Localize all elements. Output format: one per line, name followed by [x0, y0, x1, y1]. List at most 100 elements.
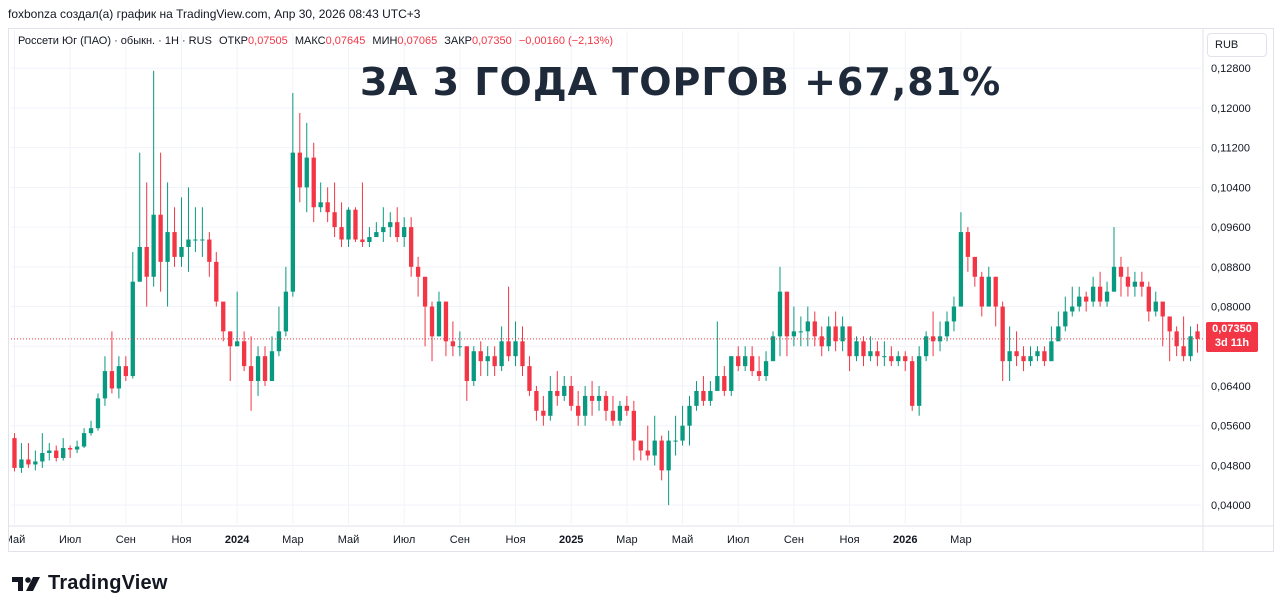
candle-body[interactable]	[673, 440, 678, 442]
candle-body[interactable]	[388, 222, 393, 228]
candle-body[interactable]	[172, 232, 177, 257]
candle-body[interactable]	[576, 405, 581, 416]
candle-body[interactable]	[1146, 286, 1151, 312]
candle-body[interactable]	[88, 428, 94, 434]
candle-body[interactable]	[200, 239, 205, 241]
candle-body[interactable]	[986, 276, 991, 307]
candle-body[interactable]	[235, 341, 240, 347]
candle-body[interactable]	[123, 366, 128, 377]
candle-body[interactable]	[937, 336, 943, 342]
candle-body[interactable]	[534, 390, 539, 411]
candle-body[interactable]	[248, 366, 254, 382]
candle-body[interactable]	[1021, 356, 1026, 362]
candle-body[interactable]	[137, 246, 142, 282]
candle-body[interactable]	[1118, 266, 1124, 277]
candle-body[interactable]	[283, 291, 289, 332]
candle-body[interactable]	[944, 321, 950, 337]
candle-body[interactable]	[743, 356, 748, 367]
candle-body[interactable]	[290, 152, 295, 292]
candle-body[interactable]	[214, 261, 219, 302]
candle-body[interactable]	[631, 410, 636, 441]
candle-body[interactable]	[353, 209, 358, 240]
candle-body[interactable]	[833, 326, 838, 342]
candle-body[interactable]	[1084, 296, 1089, 302]
candle-body[interactable]	[972, 256, 977, 277]
candle-body[interactable]	[1195, 331, 1200, 339]
candle-body[interactable]	[1111, 266, 1117, 292]
candle-body[interactable]	[1181, 346, 1186, 357]
candle-body[interactable]	[1056, 326, 1061, 342]
candle-body[interactable]	[923, 336, 929, 357]
candle-body[interactable]	[708, 390, 713, 401]
candle-body[interactable]	[346, 209, 351, 240]
candle-body[interactable]	[854, 341, 859, 357]
candle-body[interactable]	[151, 214, 156, 277]
candle-body[interactable]	[875, 351, 880, 357]
candle-body[interactable]	[1077, 296, 1082, 307]
candle-body[interactable]	[40, 453, 45, 462]
candle-body[interactable]	[1139, 281, 1145, 287]
candle-body[interactable]	[506, 341, 511, 357]
candle-body[interactable]	[770, 336, 776, 362]
candle-body[interactable]	[903, 356, 908, 362]
candle-body[interactable]	[756, 371, 762, 377]
candle-body[interactable]	[471, 351, 476, 382]
candle-body[interactable]	[19, 459, 24, 468]
candle-body[interactable]	[861, 341, 866, 357]
candle-body[interactable]	[958, 232, 964, 307]
candle-body[interactable]	[12, 438, 17, 468]
candle-body[interactable]	[95, 398, 101, 429]
candle-body[interactable]	[1174, 331, 1179, 347]
candle-body[interactable]	[840, 326, 845, 342]
candle-body[interactable]	[1097, 286, 1103, 302]
candle-body[interactable]	[436, 301, 442, 337]
candle-body[interactable]	[395, 222, 400, 238]
candle-body[interactable]	[339, 227, 344, 240]
candle-body[interactable]	[464, 346, 469, 382]
candle-body[interactable]	[1063, 311, 1068, 327]
candle-body[interactable]	[207, 239, 212, 262]
candle-body[interactable]	[555, 390, 560, 396]
candle-body[interactable]	[910, 361, 915, 406]
candle-body[interactable]	[221, 301, 226, 332]
candle-body[interactable]	[729, 356, 734, 391]
candle-body[interactable]	[589, 395, 595, 401]
candle-body[interactable]	[276, 331, 282, 352]
candle-body[interactable]	[562, 385, 567, 396]
candle-body[interactable]	[819, 336, 824, 347]
candle-body[interactable]	[1035, 351, 1040, 357]
candle-body[interactable]	[791, 331, 797, 337]
candle-body[interactable]	[979, 276, 984, 307]
candlestick-chart[interactable]: 0,040000,048000,056000,064000,072000,080…	[9, 29, 1273, 551]
candle-body[interactable]	[659, 440, 664, 471]
candle-body[interactable]	[951, 306, 957, 322]
candle-body[interactable]	[241, 341, 247, 367]
candle-body[interactable]	[367, 237, 372, 243]
candle-body[interactable]	[722, 376, 727, 391]
candle-body[interactable]	[1167, 316, 1172, 332]
candle-body[interactable]	[527, 366, 532, 391]
candle-body[interactable]	[638, 440, 643, 451]
candle-body[interactable]	[715, 376, 720, 391]
candle-body[interactable]	[694, 390, 699, 406]
candle-body[interactable]	[889, 356, 894, 362]
candle-body[interactable]	[109, 371, 115, 389]
candle-body[interactable]	[993, 276, 998, 307]
candle-body[interactable]	[415, 266, 421, 277]
candle-body[interactable]	[374, 232, 379, 238]
candle-body[interactable]	[499, 341, 504, 367]
candle-body[interactable]	[26, 459, 31, 465]
candle-body[interactable]	[269, 351, 275, 382]
candle-body[interactable]	[645, 450, 650, 456]
candle-body[interactable]	[81, 433, 87, 447]
candle-body[interactable]	[798, 331, 804, 333]
candle-body[interactable]	[381, 227, 386, 233]
legend-symbol[interactable]: Россети Юг (ПАО) · обыкн. · 1Н · RUS	[18, 35, 212, 47]
candle-body[interactable]	[318, 202, 323, 208]
candle-body[interactable]	[812, 321, 817, 337]
candle-body[interactable]	[868, 351, 873, 357]
candle-body[interactable]	[262, 356, 268, 382]
candle-body[interactable]	[1188, 336, 1193, 357]
candle-body[interactable]	[624, 405, 630, 411]
candle-body[interactable]	[492, 356, 497, 367]
